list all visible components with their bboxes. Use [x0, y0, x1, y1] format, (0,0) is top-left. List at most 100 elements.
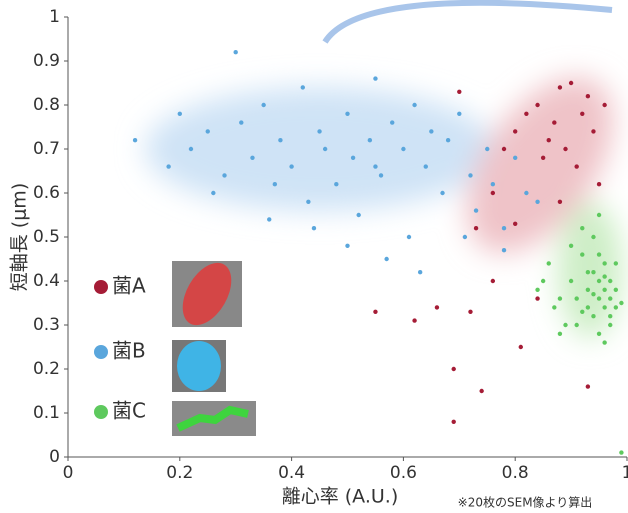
- point: [188, 146, 194, 152]
- point: [535, 296, 540, 301]
- point: [613, 305, 619, 310]
- point: [580, 226, 585, 231]
- point: [596, 296, 602, 301]
- point: [356, 212, 361, 218]
- point: [568, 278, 574, 284]
- point: [580, 252, 585, 257]
- x-tick-label: 0.6: [390, 463, 417, 483]
- point: [300, 85, 305, 90]
- point: [596, 212, 602, 218]
- y-tick-label: 0.7: [33, 139, 60, 159]
- point: [501, 146, 507, 152]
- point: [345, 111, 350, 117]
- point: [552, 305, 557, 310]
- point: [574, 322, 579, 328]
- legend-label: 菌A: [112, 274, 146, 298]
- point: [479, 388, 484, 394]
- point: [557, 331, 563, 336]
- x-tick-label: 0.4: [278, 463, 305, 483]
- point: [373, 76, 378, 81]
- point: [423, 164, 428, 169]
- cluster-b-area: [145, 87, 495, 211]
- point: [540, 155, 546, 160]
- point: [289, 164, 294, 169]
- point: [580, 111, 585, 117]
- point: [378, 173, 384, 178]
- point: [350, 155, 356, 160]
- point: [580, 309, 585, 314]
- legend-image-c-cell: [176, 405, 249, 432]
- y-axis-title: 短軸長 (μm): [9, 183, 31, 291]
- point: [490, 182, 496, 187]
- y-tick-label: 1: [49, 7, 60, 27]
- point: [552, 120, 557, 125]
- point: [222, 173, 227, 178]
- point: [619, 300, 624, 306]
- point: [501, 248, 507, 253]
- point: [585, 305, 591, 310]
- point: [267, 217, 272, 222]
- legend: [172, 261, 256, 436]
- legend-marker: [94, 280, 108, 294]
- point: [518, 344, 523, 350]
- y-tick-label: 0.6: [33, 183, 60, 203]
- point: [602, 305, 607, 310]
- x-tick-label: 0.2: [166, 463, 193, 483]
- point: [596, 331, 602, 336]
- point: [608, 314, 613, 319]
- point: [568, 80, 574, 86]
- legend-label: 菌C: [112, 399, 146, 423]
- point: [608, 322, 613, 328]
- point: [177, 111, 182, 117]
- point: [608, 278, 613, 284]
- point: [513, 221, 518, 226]
- point: [613, 261, 619, 266]
- point: [596, 278, 602, 284]
- point: [373, 309, 378, 314]
- point: [574, 296, 579, 301]
- y-tick-label: 0.4: [33, 271, 60, 291]
- point: [451, 366, 456, 372]
- cluster-a-area: [467, 77, 613, 253]
- point: [239, 120, 244, 125]
- point: [429, 129, 434, 134]
- point: [602, 274, 607, 279]
- point: [211, 190, 216, 196]
- point: [608, 296, 613, 301]
- point: [485, 146, 490, 152]
- point: [306, 199, 311, 204]
- point: [591, 270, 596, 275]
- point: [619, 450, 624, 455]
- point: [322, 146, 328, 152]
- y-tick-label: 0.8: [33, 95, 60, 115]
- point: [490, 190, 496, 196]
- point: [585, 270, 591, 275]
- x-axis-title: 離心率 (A.U.): [282, 486, 399, 508]
- point: [401, 146, 406, 152]
- point: [546, 261, 551, 266]
- point: [440, 190, 445, 196]
- point: [490, 278, 496, 284]
- point: [373, 164, 378, 169]
- point: [585, 384, 591, 389]
- point: [591, 314, 596, 319]
- point: [434, 305, 440, 310]
- point: [384, 256, 389, 262]
- point: [412, 318, 417, 323]
- point: [535, 287, 540, 292]
- legend-marker: [94, 405, 108, 419]
- point: [166, 164, 171, 169]
- cluster-c-area: [558, 202, 622, 338]
- point: [132, 138, 138, 143]
- y-tick-label: 0.2: [33, 359, 60, 379]
- point: [473, 208, 479, 213]
- cluster-shading: [145, 77, 622, 338]
- point: [535, 199, 540, 204]
- point: [535, 102, 540, 108]
- point: [596, 252, 602, 257]
- point: [602, 261, 607, 266]
- point: [557, 296, 563, 301]
- point: [557, 85, 563, 90]
- point: [451, 419, 456, 424]
- point: [334, 182, 339, 187]
